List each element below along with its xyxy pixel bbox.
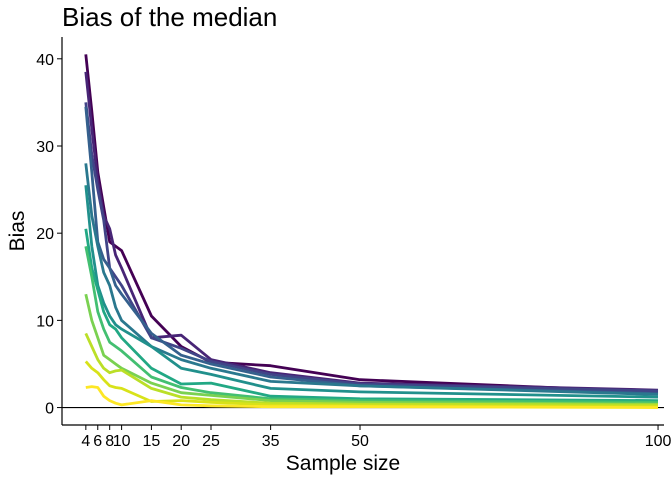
series-line-10	[84, 332, 659, 407]
series-line-11	[84, 360, 659, 409]
x-tick-label: 15	[143, 433, 161, 450]
series-line-3	[84, 102, 659, 393]
y-tick-label: 30	[36, 139, 54, 156]
series-line-9	[84, 293, 659, 406]
x-tick-label: 35	[262, 433, 280, 450]
x-axis-title: Sample size	[286, 452, 400, 475]
series-line-8	[84, 246, 659, 404]
series-line-6	[84, 185, 659, 399]
y-tick-label: 0	[45, 401, 54, 418]
x-tick-label: 6	[93, 433, 102, 450]
x-axis-ticks: 4 6 810 15 20 25 35 50 100	[81, 425, 671, 450]
x-tick-label: 4	[81, 433, 90, 450]
series-line-4	[84, 106, 659, 395]
y-axis-title: Bias	[6, 211, 29, 252]
y-tick-label: 10	[36, 313, 54, 330]
series-line-1	[84, 54, 659, 394]
series-line-5	[84, 163, 659, 396]
y-tick-label: 40	[36, 52, 54, 69]
chart-title: Bias of the median	[62, 2, 278, 32]
y-axis-ticks: 0 10 20 30 40	[36, 52, 62, 418]
y-tick-label: 20	[36, 226, 54, 243]
x-tick-label: 50	[351, 433, 369, 450]
x-tick-label: 100	[645, 433, 672, 450]
series-line-7	[84, 228, 659, 402]
x-tick-label: 25	[202, 433, 220, 450]
series-group	[84, 54, 659, 409]
x-tick-label: 8	[105, 433, 114, 450]
x-tick-label: 10	[113, 433, 131, 450]
series-line-2	[84, 71, 659, 392]
x-tick-label: 20	[172, 433, 190, 450]
series-line-12	[85, 385, 659, 409]
